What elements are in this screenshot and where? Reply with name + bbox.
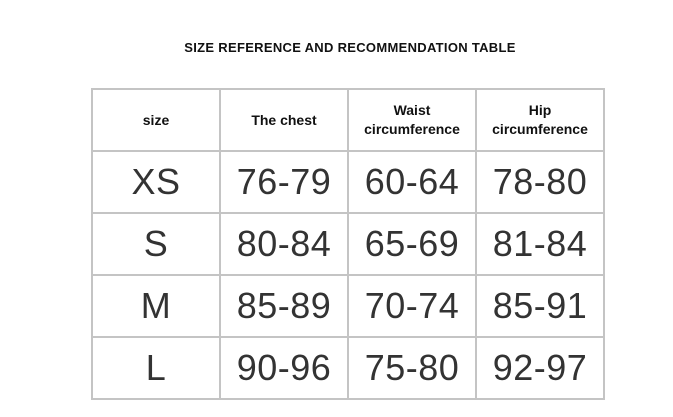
cell-hip: 85-91 <box>475 274 605 338</box>
cell-chest: 85-89 <box>219 274 349 338</box>
cell-size: M <box>91 274 221 338</box>
header-label: circumference <box>364 121 460 137</box>
header-waist: Waist circumference <box>347 88 477 152</box>
table-row: M 85-89 70-74 85-91 <box>91 274 605 338</box>
header-label: size <box>142 111 170 128</box>
cell-chest: 76-79 <box>219 150 349 214</box>
cell-chest: 90-96 <box>219 336 349 400</box>
table-row: XS 76-79 60-64 78-80 <box>91 150 605 214</box>
cell-hip: 81-84 <box>475 212 605 276</box>
header-label: Hip <box>528 102 552 118</box>
cell-waist: 65-69 <box>347 212 477 276</box>
table-title: SIZE REFERENCE AND RECOMMENDATION TABLE <box>184 40 516 55</box>
cell-hip: 92-97 <box>475 336 605 400</box>
cell-size: L <box>91 336 221 400</box>
cell-waist: 60-64 <box>347 150 477 214</box>
header-label: Waist <box>393 102 431 118</box>
size-table: size The chest Waist circumference Hip cir… <box>91 88 605 400</box>
header-label: The chest <box>251 111 317 128</box>
cell-waist: 70-74 <box>347 274 477 338</box>
cell-chest: 80-84 <box>219 212 349 276</box>
cell-hip: 78-80 <box>475 150 605 214</box>
header-label: circumference <box>492 121 588 137</box>
header-row: size The chest Waist circumference Hip cir… <box>91 88 605 152</box>
cell-size: XS <box>91 150 221 214</box>
header-size: size <box>91 88 221 152</box>
cell-waist: 75-80 <box>347 336 477 400</box>
table-row: L 90-96 75-80 92-97 <box>91 336 605 400</box>
header-hip: Hip circumference <box>475 88 605 152</box>
cell-size: S <box>91 212 221 276</box>
header-chest: The chest <box>219 88 349 152</box>
table-row: S 80-84 65-69 81-84 <box>91 212 605 276</box>
